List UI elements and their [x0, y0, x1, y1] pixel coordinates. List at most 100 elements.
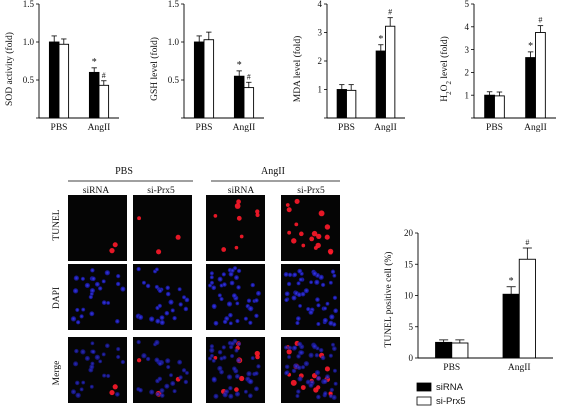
nucleus	[254, 313, 259, 319]
nucleus	[217, 276, 223, 282]
nucleus	[169, 373, 173, 378]
nucleus	[136, 339, 141, 345]
nucleus	[320, 282, 326, 288]
nucleus	[177, 359, 183, 365]
nucleus	[312, 343, 318, 350]
group-label-angii: AngII	[261, 166, 285, 177]
tunel-positive-cell	[109, 247, 115, 254]
nucleus	[91, 276, 96, 282]
nucleus	[104, 270, 111, 276]
nucleus	[296, 354, 301, 359]
nucleus	[222, 392, 228, 398]
nucleus	[331, 342, 335, 347]
bar-si-prx5-pbs	[203, 39, 215, 119]
x-tick-label: AngII	[233, 123, 256, 133]
bar-sirna-pbs	[48, 41, 60, 119]
nucleus	[322, 378, 328, 384]
y-tick-label: 0.5	[23, 75, 35, 85]
nucleus	[297, 268, 303, 274]
nucleus	[230, 353, 235, 359]
y-tick-label: 3	[465, 45, 470, 55]
tunel-positive-cell	[299, 231, 304, 237]
nucleus	[101, 300, 107, 305]
nucleus	[97, 286, 103, 291]
nucleus	[157, 376, 163, 382]
tunel-positive-cell	[239, 375, 245, 382]
tunel-positive-cell	[234, 203, 241, 209]
nucleus	[177, 287, 182, 292]
nucleus	[79, 387, 84, 392]
significance-mark: *	[509, 276, 514, 287]
nucleus	[91, 349, 96, 355]
tunel-positive-cell	[300, 385, 306, 390]
row-label-merge: Merge	[52, 361, 62, 386]
tunel-positive-chart: 0 5 10 15 20 TUNEL positive cell (%) PBS AngII *…	[383, 228, 553, 373]
nucleus	[315, 297, 320, 302]
nucleus	[217, 349, 223, 355]
bar-sirna-angii	[88, 71, 100, 119]
nucleus	[312, 270, 318, 277]
nucleus	[303, 360, 310, 367]
nucleus	[75, 320, 81, 325]
tunel-positive-cell	[236, 199, 241, 205]
nucleus	[329, 387, 335, 393]
nucleus	[211, 285, 217, 291]
nucleus	[94, 281, 100, 287]
y-tick-label: 1.0	[23, 37, 35, 47]
nucleus	[228, 345, 234, 350]
nucleus	[328, 320, 334, 326]
tunel-positive-cell	[324, 234, 330, 240]
nucleus	[295, 316, 301, 321]
nucleus	[226, 374, 233, 380]
nucleus	[298, 303, 302, 308]
nucleus	[149, 389, 155, 395]
tunel-positive-cell	[254, 350, 260, 357]
nucleus	[284, 370, 289, 376]
bar-si-prx5-pbs	[494, 95, 505, 119]
significance-mark: #	[247, 72, 251, 81]
nucleus	[306, 307, 311, 312]
nucleus	[70, 389, 77, 395]
bar-si-prx5-angii	[98, 84, 110, 119]
nucleus	[211, 376, 217, 382]
mda-level-chart: 1 2 3 4 MDA level (fold) PBS AngII * #	[292, 0, 405, 133]
tunel-positive-cell	[255, 212, 260, 218]
nucleus	[172, 315, 177, 321]
nucleus	[183, 306, 189, 312]
h2o2-level-chart: 1 2 3 4 5 H2O2 level (fold) PBS AngII * #	[439, 0, 556, 133]
nucleus	[166, 364, 171, 370]
nucleus	[172, 389, 177, 394]
tunel-positive-cell	[175, 234, 181, 240]
group-label-pbs: PBS	[115, 166, 133, 177]
sod-activity-chart: 0.5 1.0 1.5 SOD activity (fold) PBS AngII * #	[4, 0, 119, 133]
nucleus	[164, 310, 170, 316]
bar-sirna-pbs	[193, 41, 205, 119]
tunel-positive-cell	[286, 207, 292, 213]
nucleus	[88, 294, 93, 300]
nucleus	[184, 370, 189, 375]
nucleus	[291, 368, 297, 374]
nucleus	[80, 349, 86, 355]
nucleus	[316, 321, 321, 326]
nucleus	[248, 378, 254, 385]
nucleus	[183, 379, 189, 385]
tunel-positive-cell	[112, 242, 118, 248]
nucleus	[314, 369, 321, 376]
nucleus	[89, 364, 95, 370]
y-tick-label: 1.5	[23, 0, 35, 9]
tunel-positive-cell	[286, 349, 292, 355]
nucleus	[322, 317, 328, 324]
nucleus	[184, 297, 190, 303]
nucleus	[79, 314, 84, 319]
nucleus	[75, 392, 81, 398]
nucleus	[222, 355, 227, 360]
nucleus	[136, 266, 141, 272]
nucleus	[101, 352, 106, 357]
nucleus	[230, 341, 235, 346]
nucleus	[287, 355, 292, 359]
row-label-tunel: TUNEL	[52, 209, 62, 240]
nucleus	[332, 295, 338, 300]
nucleus	[236, 285, 241, 290]
nucleus	[246, 298, 252, 303]
